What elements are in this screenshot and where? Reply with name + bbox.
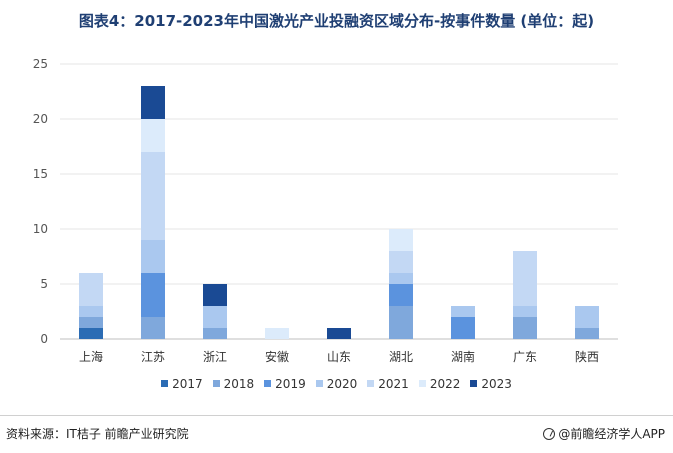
bar-segment xyxy=(513,317,537,339)
bar-segment xyxy=(141,317,165,339)
y-tick-label: 20 xyxy=(33,112,48,126)
legend-label: 2018 xyxy=(223,376,255,391)
legend-swatch xyxy=(264,380,272,387)
legend-swatch xyxy=(418,380,426,387)
x-tick-label: 陕西 xyxy=(575,349,599,364)
bar-segment xyxy=(389,229,413,251)
source-text: 资料来源：IT桔子 前瞻产业研究院 xyxy=(6,427,189,441)
bar-segment xyxy=(389,273,413,284)
x-tick-label: 浙江 xyxy=(203,350,227,364)
bar-segment xyxy=(389,306,413,339)
bar-segment xyxy=(389,251,413,273)
legend-item: 2023 xyxy=(470,377,512,391)
x-tick-label: 山东 xyxy=(327,350,351,364)
bar-segment xyxy=(79,328,103,339)
bar-segment xyxy=(79,306,103,317)
legend-swatch xyxy=(161,380,169,387)
brand-label: @前瞻经济学人APP xyxy=(558,427,665,441)
bar-segment xyxy=(79,273,103,306)
bar-segment xyxy=(265,328,289,339)
brand: @前瞻经济学人APP xyxy=(543,425,665,442)
legend-swatch xyxy=(315,380,323,387)
bar-segment xyxy=(389,284,413,306)
bar-segment xyxy=(575,306,599,328)
bar-segment xyxy=(513,306,537,317)
x-tick-label: 上海 xyxy=(79,349,103,364)
legend-swatch xyxy=(212,380,220,387)
x-tick-label: 安徽 xyxy=(265,349,289,364)
bar-segment xyxy=(327,328,351,339)
x-tick-label: 广东 xyxy=(513,350,537,364)
chart-area: 0 5 10 15 20 25 上海 江苏 浙江 安徽 山东 湖北 湖南 广东 陕西 xyxy=(0,40,673,370)
bar-segment xyxy=(513,251,537,306)
legend-label: 2023 xyxy=(481,376,512,391)
legend-label: 2019 xyxy=(275,376,306,391)
bar-segment xyxy=(451,317,475,339)
footer-divider xyxy=(0,415,673,416)
y-tick-label: 0 xyxy=(40,332,48,346)
y-tick-label: 10 xyxy=(33,222,48,236)
legend-swatch xyxy=(367,380,375,387)
x-tick-label: 江苏 xyxy=(141,350,165,364)
x-tick-label: 湖北 xyxy=(389,349,413,364)
bar-segment xyxy=(203,306,227,328)
legend-swatch xyxy=(470,380,478,387)
bar-segment xyxy=(575,328,599,339)
y-tick-label: 25 xyxy=(33,57,48,71)
chart-legend: 2017 2018 2019 2020 2021 2022 2023 xyxy=(0,376,673,391)
bar-segment xyxy=(451,306,475,317)
legend-item: 2021 xyxy=(367,377,409,391)
stacked-bar-chart: 0 5 10 15 20 25 上海 江苏 浙江 安徽 山东 湖北 湖南 广东 陕西 xyxy=(33,57,618,364)
y-tick-label: 5 xyxy=(40,277,48,291)
legend-item: 2017 xyxy=(161,377,203,391)
legend-label: 2017 xyxy=(172,376,203,391)
legend-item: 2022 xyxy=(418,376,461,391)
bar-segment xyxy=(141,119,165,152)
bar-segment xyxy=(203,328,227,339)
x-tick-label: 湖南 xyxy=(451,349,475,364)
legend-label: 2020 xyxy=(326,376,358,391)
bar-segment xyxy=(141,86,165,119)
bar-segment xyxy=(141,240,165,273)
bar-segment xyxy=(203,284,227,306)
legend-item: 2018 xyxy=(212,376,255,391)
legend-item: 2019 xyxy=(264,377,306,391)
bar-segment xyxy=(79,317,103,328)
legend-label: 2022 xyxy=(429,376,461,391)
legend-item: 2020 xyxy=(315,376,358,391)
bar-segment xyxy=(141,152,165,240)
chart-title: 图表4：2017-2023年中国激光产业投融资区域分布-按事件数量 (单位：起) xyxy=(78,12,595,30)
legend-label: 2021 xyxy=(378,376,409,391)
y-tick-label: 15 xyxy=(33,167,48,181)
bar-segment xyxy=(141,273,165,317)
brand-logo-icon xyxy=(543,427,556,440)
